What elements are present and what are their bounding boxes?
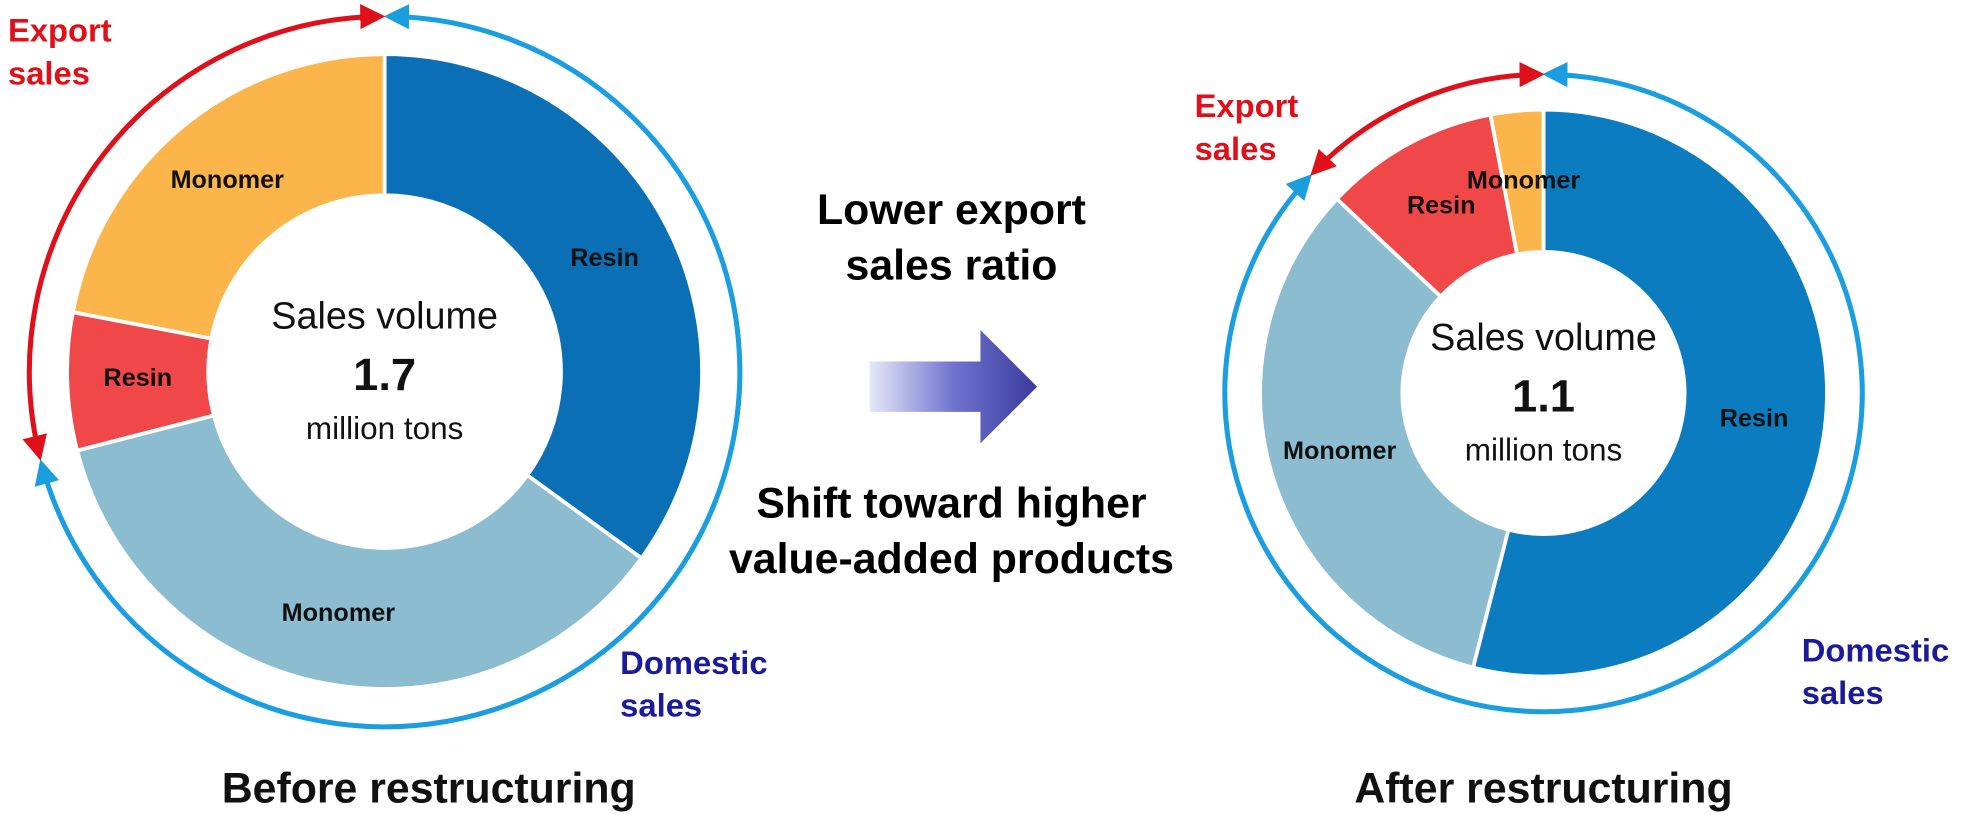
group-label-box: Domestic sales <box>1801 631 1950 712</box>
chart-title: After restructuring <box>1354 764 1732 812</box>
segment-label: Monomer <box>1467 166 1581 194</box>
group-label: Domestic sales <box>1801 631 1950 712</box>
segment-label: Resin <box>1720 404 1789 432</box>
donut-hole <box>208 195 561 548</box>
center-label: Sales volume <box>1430 317 1657 359</box>
group-arc <box>1222 62 1865 715</box>
group-arc <box>22 4 386 461</box>
center-value: 1.1 <box>1512 370 1575 421</box>
group-label: Export sales <box>7 11 112 92</box>
annotation: Lower export sales ratio <box>817 186 1086 290</box>
annotation: Shift toward higher value-added products <box>728 479 1174 584</box>
shift-arrow <box>869 330 1038 444</box>
center-value: 1.7 <box>353 349 416 400</box>
segment-label: Resin <box>1407 192 1476 220</box>
segment-label: Resin <box>570 244 639 272</box>
segment-label: Monomer <box>171 166 285 194</box>
segment-label: Monomer <box>1283 437 1397 465</box>
center-unit: million tons <box>1465 432 1622 468</box>
group-label: Domestic sales <box>620 643 768 725</box>
segment-label: Resin <box>104 364 173 392</box>
group-label: Export sales <box>1194 86 1299 168</box>
donut-hole <box>1402 251 1685 535</box>
center-label: Sales volume <box>271 296 498 338</box>
center-unit: million tons <box>306 410 463 446</box>
group-label-box: Export sales <box>7 11 112 92</box>
group-label-box: Export sales <box>1194 86 1299 168</box>
annotation-box: Shift toward higher value-added products <box>728 479 1174 584</box>
group-arc <box>34 4 743 730</box>
group-arc <box>1310 61 1545 176</box>
chart-title: Before restructuring <box>222 764 636 812</box>
segment-label: Monomer <box>282 599 396 627</box>
annotation-box: Lower export sales ratio <box>817 186 1086 290</box>
group-label-box: Domestic sales <box>620 643 768 725</box>
